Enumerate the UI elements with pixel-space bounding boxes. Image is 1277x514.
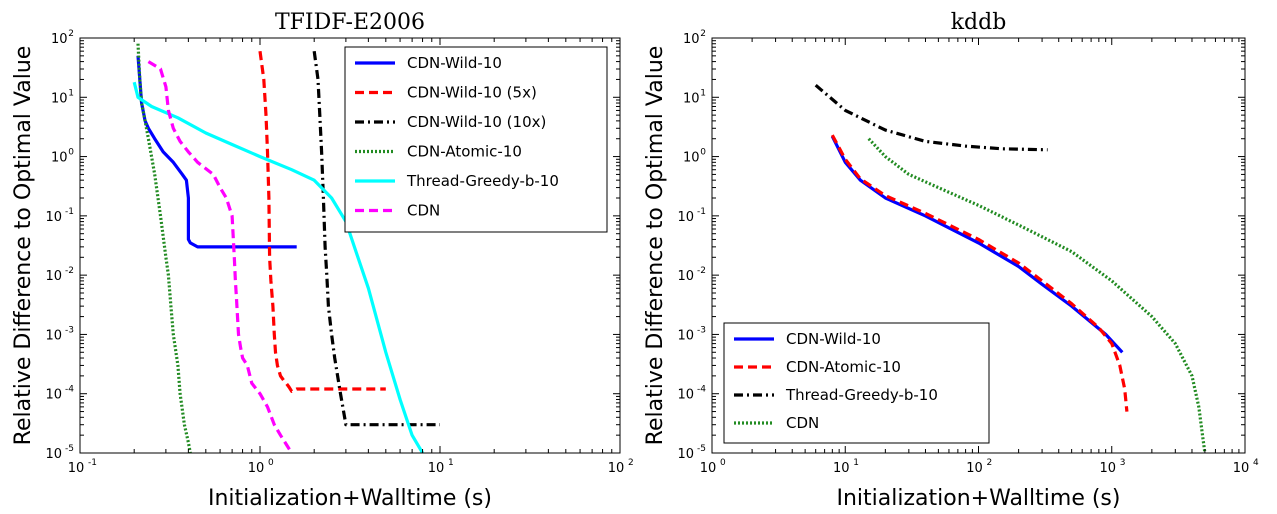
legend-box xyxy=(723,322,990,444)
plot-frame xyxy=(79,37,621,454)
series-group xyxy=(132,43,440,453)
y-tick-label: 10 xyxy=(45,447,62,462)
x-tick-label: 10 xyxy=(966,461,983,476)
x-axis-label: Initialization+Walltime (s) xyxy=(208,486,492,511)
legend-entry: CDN xyxy=(786,414,819,432)
y-axis-label: Relative Difference to Optimal Value xyxy=(643,46,668,446)
y-tick-label: 10 xyxy=(677,210,694,225)
y-tick-exponent: -4 xyxy=(65,385,74,395)
chart-title: TFIDF-E2006 xyxy=(275,10,425,35)
y-tick-label: 10 xyxy=(45,210,62,225)
y-tick-label: 10 xyxy=(677,388,694,403)
y-tick-exponent: -5 xyxy=(65,444,74,454)
x-axis-label: Initialization+Walltime (s) xyxy=(837,486,1121,511)
x-tick-label: 10 xyxy=(1233,461,1250,476)
series-line-cdn-wild-10-5x xyxy=(258,50,386,393)
x-tick-exponent: 0 xyxy=(268,458,274,468)
y-tick-exponent: 0 xyxy=(700,148,706,158)
legend-entry: CDN-Atomic-10 xyxy=(786,358,901,376)
y-tick-label: 10 xyxy=(677,447,694,462)
x-tick-exponent: 4 xyxy=(1253,458,1259,468)
y-tick-label: 10 xyxy=(683,91,700,106)
legend-entry: CDN xyxy=(407,202,440,220)
y-tick-exponent: 2 xyxy=(68,29,74,39)
legend-entry: Thread-Greedy-b-10 xyxy=(406,172,559,190)
y-tick-exponent: 0 xyxy=(68,148,74,158)
legend-entry: CDN-Wild-10 (5x) xyxy=(407,84,537,102)
y-tick-label: 10 xyxy=(677,328,694,343)
series-line-cdn-atomic-10 xyxy=(830,134,1129,412)
series-line-cdn xyxy=(147,60,294,453)
chart-panel-right: 10 0 10 1 10 2 10 3 10 4210110010-110-210-310-410… xyxy=(643,10,1259,511)
y-tick-exponent: -3 xyxy=(65,325,74,335)
x-tick-label: 10 xyxy=(1099,461,1116,476)
y-tick-label: 10 xyxy=(45,388,62,403)
x-tick-exponent: 1 xyxy=(448,458,454,468)
y-tick-label: 10 xyxy=(683,32,700,47)
y-tick-exponent: -4 xyxy=(697,385,706,395)
chart-panel-left: 10 -1 10 0 10 1 10 2210110010-110-210-310-410-5… xyxy=(11,10,634,511)
y-tick-label: 10 xyxy=(51,32,68,47)
y-axis-label: Relative Difference to Optimal Value xyxy=(11,46,36,446)
legend-entry: CDN-Wild-10 xyxy=(407,54,502,72)
y-tick-label: 10 xyxy=(45,328,62,343)
y-tick-exponent: -2 xyxy=(65,266,74,276)
y-tick-exponent: 2 xyxy=(700,29,706,39)
legend-entry: CDN-Atomic-10 xyxy=(407,143,522,161)
series-line-cdn-wild-10 xyxy=(136,55,297,249)
x-tick-label: 10 xyxy=(608,461,625,476)
y-tick-exponent: -1 xyxy=(697,207,706,217)
y-tick-label: 10 xyxy=(683,151,700,166)
y-tick-exponent: 1 xyxy=(68,88,74,98)
x-tick-label: 10 xyxy=(833,461,850,476)
y-tick-exponent: -1 xyxy=(65,207,74,217)
y-tick-exponent: -2 xyxy=(697,266,706,276)
series-group xyxy=(814,83,1207,453)
series-line-thread-greedy-b-10 xyxy=(814,83,1048,152)
y-tick-exponent: 1 xyxy=(700,88,706,98)
legend-entry: CDN-Wild-10 (10x) xyxy=(407,113,546,131)
y-tick-label: 10 xyxy=(51,91,68,106)
series-line-cdn-wild-10 xyxy=(830,135,1124,354)
series-line-cdn xyxy=(867,137,1207,453)
x-tick-exponent: 2 xyxy=(987,458,993,468)
y-tick-exponent: -3 xyxy=(697,325,706,335)
legend-entry: CDN-Wild-10 xyxy=(786,330,881,348)
series-line-cdn-atomic-10 xyxy=(136,43,192,453)
x-tick-exponent: 1 xyxy=(853,458,859,468)
x-tick-exponent: 0 xyxy=(720,458,726,468)
series-line-cdn-wild-10-10x xyxy=(312,50,440,427)
x-tick-exponent: -1 xyxy=(88,458,97,468)
y-tick-label: 10 xyxy=(677,269,694,284)
legend: CDN-Wild-10 CDN-Wild-10 (5x) CDN-Wild-10 (… xyxy=(344,46,608,233)
chart-title: kddb xyxy=(951,10,1007,35)
y-tick-exponent: -5 xyxy=(697,444,706,454)
x-tick-label: 10 xyxy=(248,461,265,476)
y-tick-label: 10 xyxy=(45,269,62,284)
x-tick-label: 10 xyxy=(68,461,85,476)
legend-entry: Thread-Greedy-b-10 xyxy=(785,386,938,404)
x-tick-label: 10 xyxy=(700,461,717,476)
y-tick-label: 10 xyxy=(51,151,68,166)
legend: CDN-Wild-10 CDN-Atomic-10 Thread-Greedy-b-… xyxy=(723,322,990,444)
x-tick-exponent: 3 xyxy=(1120,458,1126,468)
x-tick-label: 10 xyxy=(428,461,445,476)
legend-box xyxy=(344,46,608,233)
x-tick-exponent: 2 xyxy=(628,458,634,468)
